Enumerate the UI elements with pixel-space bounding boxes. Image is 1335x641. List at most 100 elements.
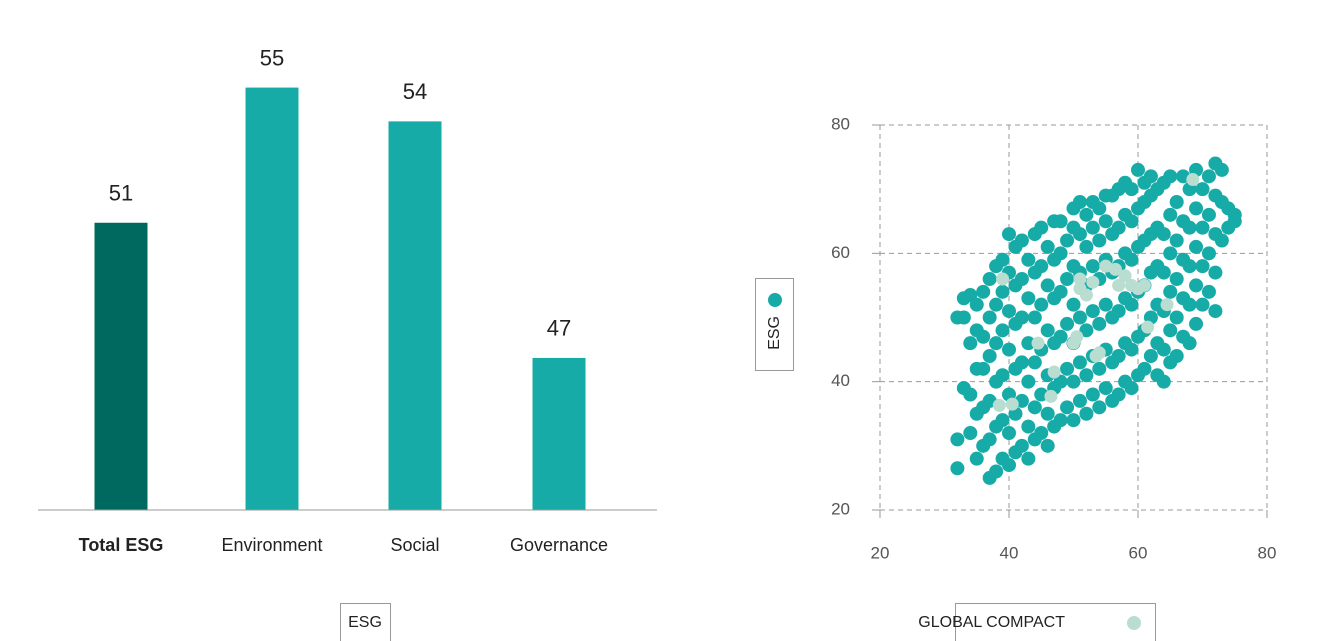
point [1073, 272, 1087, 286]
point [1124, 252, 1139, 267]
point [950, 461, 965, 476]
point [950, 432, 965, 447]
point [1208, 265, 1223, 280]
point [1070, 330, 1084, 344]
point [995, 323, 1010, 338]
point [1079, 288, 1093, 302]
point [1085, 387, 1100, 402]
point [1143, 169, 1158, 184]
point [1092, 361, 1107, 376]
x-tick-label: 60 [1129, 543, 1148, 562]
point [1141, 320, 1155, 334]
point [1201, 169, 1216, 184]
category-label: Governance [510, 535, 608, 555]
point [976, 284, 991, 299]
point [1208, 304, 1223, 319]
point [1111, 349, 1126, 363]
point [1021, 336, 1036, 351]
point [1002, 304, 1016, 319]
point [995, 368, 1010, 383]
point [1214, 233, 1229, 248]
point [1169, 195, 1184, 209]
point [982, 432, 997, 447]
point [1189, 278, 1204, 293]
point [1195, 297, 1210, 312]
x-axis-label: GLOBAL COMPACT [918, 614, 1065, 631]
point [969, 451, 984, 466]
point [1014, 310, 1029, 325]
y-tick-label: 60 [831, 243, 850, 262]
point [1072, 310, 1087, 325]
point [1072, 195, 1087, 209]
point [982, 349, 997, 363]
point [1021, 419, 1036, 434]
point [1186, 173, 1200, 187]
point [1092, 346, 1106, 360]
point [1163, 169, 1178, 184]
point [1014, 355, 1029, 370]
point [1079, 368, 1094, 383]
point [1066, 374, 1081, 389]
point [982, 272, 997, 286]
x-tick-label: 80 [1258, 543, 1277, 562]
point [1034, 426, 1049, 440]
point [1124, 381, 1139, 396]
y-label-dot [768, 293, 782, 307]
point [1156, 342, 1171, 357]
point [1085, 259, 1100, 274]
x-label-box [955, 603, 1156, 641]
point [969, 297, 984, 312]
category-label: Social [390, 535, 439, 555]
point [1040, 239, 1055, 254]
value-label: 54 [403, 79, 427, 104]
point [1021, 451, 1036, 466]
point [1085, 304, 1100, 319]
point [989, 297, 1004, 312]
point [1072, 227, 1087, 242]
point [1060, 233, 1075, 248]
point [1182, 297, 1197, 312]
point [1169, 310, 1184, 325]
point [1156, 374, 1171, 389]
bar [388, 121, 442, 511]
point [1092, 400, 1107, 415]
point [1034, 259, 1049, 274]
point [1143, 349, 1158, 363]
point [1027, 310, 1042, 325]
y-axis-label: ESG [766, 316, 783, 350]
bar [532, 357, 586, 510]
point [1092, 201, 1107, 216]
point [1060, 272, 1075, 286]
point [1137, 361, 1152, 376]
point [1195, 182, 1210, 197]
point [996, 272, 1010, 286]
point [1189, 316, 1204, 331]
point [1195, 220, 1210, 235]
point [1027, 355, 1042, 370]
point [995, 413, 1010, 428]
point [1189, 201, 1204, 216]
point [1040, 278, 1055, 293]
point [1112, 278, 1126, 292]
point [1098, 214, 1113, 229]
point [982, 310, 997, 325]
point [1182, 220, 1197, 235]
point [1079, 239, 1094, 254]
point [1002, 426, 1016, 440]
point [1002, 227, 1016, 242]
point [1169, 349, 1184, 363]
point [1156, 227, 1171, 242]
point [1034, 297, 1049, 312]
value-label: 51 [109, 181, 133, 206]
y-tick-label: 80 [831, 114, 850, 133]
point [1086, 275, 1100, 289]
point [1014, 233, 1029, 248]
y-tick-label: 40 [831, 371, 850, 390]
point [1108, 262, 1122, 276]
point [1066, 413, 1081, 428]
point [1053, 246, 1068, 261]
point [995, 252, 1010, 267]
y-label-group: ESG [766, 293, 783, 350]
point [989, 464, 1004, 479]
